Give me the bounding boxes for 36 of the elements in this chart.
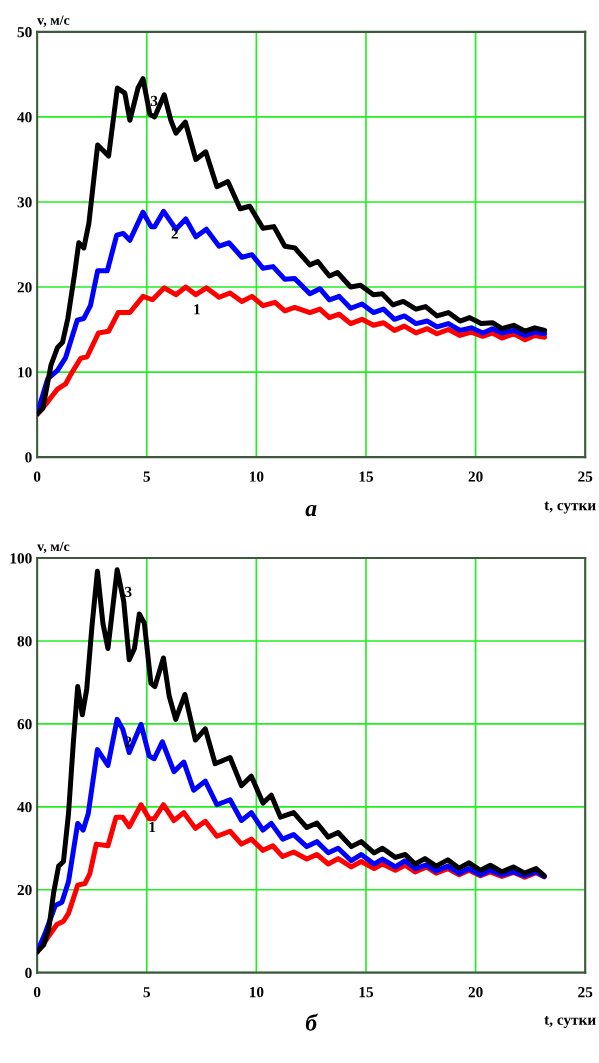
y-tick-label: 100 — [10, 553, 32, 564]
y-tick-label: 80 — [17, 636, 32, 647]
series-label: 1 — [149, 821, 156, 833]
series-label: 3 — [150, 95, 158, 107]
series-label: 2 — [125, 736, 132, 747]
x-tick-label: 10 — [249, 471, 264, 482]
text: б — [305, 1013, 318, 1031]
x-tick-label: 0 — [33, 986, 41, 998]
y-tick-label: 20 — [17, 884, 32, 896]
y-tick-label: 40 — [17, 112, 32, 123]
y-tick-label: 0 — [25, 452, 32, 463]
y-tick-label: 10 — [18, 367, 32, 378]
x-tick-label: 25 — [578, 987, 593, 998]
x-tick-label: 15 — [359, 471, 374, 482]
y-axis-title: v, м/с — [37, 541, 70, 554]
y-tick-label: 60 — [17, 719, 32, 730]
series-label: 3 — [125, 586, 132, 598]
x-axis-title: t, сутки — [544, 501, 596, 514]
series-label: 2 — [171, 228, 178, 239]
x-tick-label: 0 — [33, 471, 41, 482]
y-axis-title: v, м/с — [37, 15, 70, 27]
x-tick-label: 25 — [578, 471, 593, 482]
y-tick-label: 50 — [17, 27, 32, 38]
series-label: 1 — [194, 304, 200, 315]
x-tick-label: 10 — [249, 986, 264, 998]
y-tick-label: 30 — [17, 197, 32, 208]
x-axis-title: t, сутки — [544, 1016, 596, 1028]
y-tick-label: 20 — [17, 282, 32, 293]
x-tick-label: 20 — [468, 986, 483, 998]
text: а — [305, 504, 317, 517]
x-tick-label: 20 — [468, 471, 483, 482]
y-tick-label: 0 — [25, 967, 32, 979]
x-tick-label: 15 — [359, 987, 374, 998]
x-tick-label: 5 — [143, 987, 151, 998]
y-tick-label: 40 — [17, 801, 32, 813]
x-tick-label: 5 — [143, 471, 151, 482]
